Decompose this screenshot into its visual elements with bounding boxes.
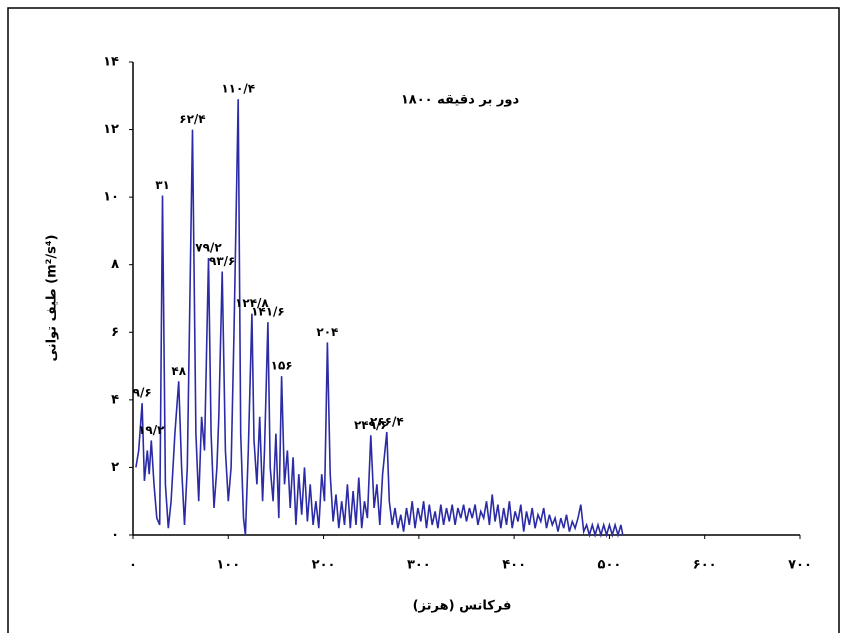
peak-label: ۲۰۴ <box>316 325 338 339</box>
x-tick-label: ۱۰۰ <box>216 558 240 573</box>
y-tick-label: ۱۴ <box>103 55 119 70</box>
peak-label: ۳۱ <box>155 178 170 192</box>
frame <box>7 7 840 633</box>
x-tick-label: ۷۰۰ <box>788 558 812 573</box>
y-tick-label: ۸ <box>111 257 119 272</box>
y-tick-label: ۶ <box>111 325 119 340</box>
peak-label: ۲۶۶/۴ <box>370 414 404 428</box>
peak-label: ۱۹/۲ <box>138 423 165 437</box>
x-axis-label: فرکانس (هرتز) <box>413 599 512 614</box>
peak-label: ۹۳/۶ <box>209 254 235 268</box>
peak-label: ۱۲۴/۸ <box>235 296 269 310</box>
peak-label: ۶۲/۴ <box>179 112 205 126</box>
y-tick-label: ۰ <box>111 528 119 543</box>
peak-label: ۲۴۹/۶ <box>354 418 388 432</box>
x-tick-label: ۰ <box>129 558 137 573</box>
y-tick-label: ۱۰ <box>103 190 119 205</box>
y-axis-label: طیف توانی (m²/s⁴) <box>45 235 60 362</box>
peak-label: ۱۴۱/۶ <box>251 305 285 319</box>
peak-label: ۱۵۶ <box>271 359 293 373</box>
peak-label: ۹/۶ <box>133 386 152 400</box>
x-tick-label: ۶۰۰ <box>693 558 717 573</box>
peak-label: ۱۱۰/۴ <box>221 82 255 96</box>
x-tick-label: ۲۰۰ <box>312 558 336 573</box>
spectrum-line <box>135 99 624 538</box>
y-tick-label: ۴ <box>111 392 119 407</box>
chart-title: ۱۸۰۰ دور بر دقیقه <box>401 93 520 108</box>
x-tick-label: ۳۰۰ <box>407 558 431 573</box>
x-tick-label: ۵۰۰ <box>598 558 622 573</box>
y-tick-label: ۱۲ <box>103 122 119 137</box>
peak-label: ۴۸ <box>171 364 186 378</box>
y-tick-label: ۲ <box>111 460 119 475</box>
peak-label: ۷۹/۲ <box>195 240 222 254</box>
x-tick-label: ۴۰۰ <box>502 558 526 573</box>
